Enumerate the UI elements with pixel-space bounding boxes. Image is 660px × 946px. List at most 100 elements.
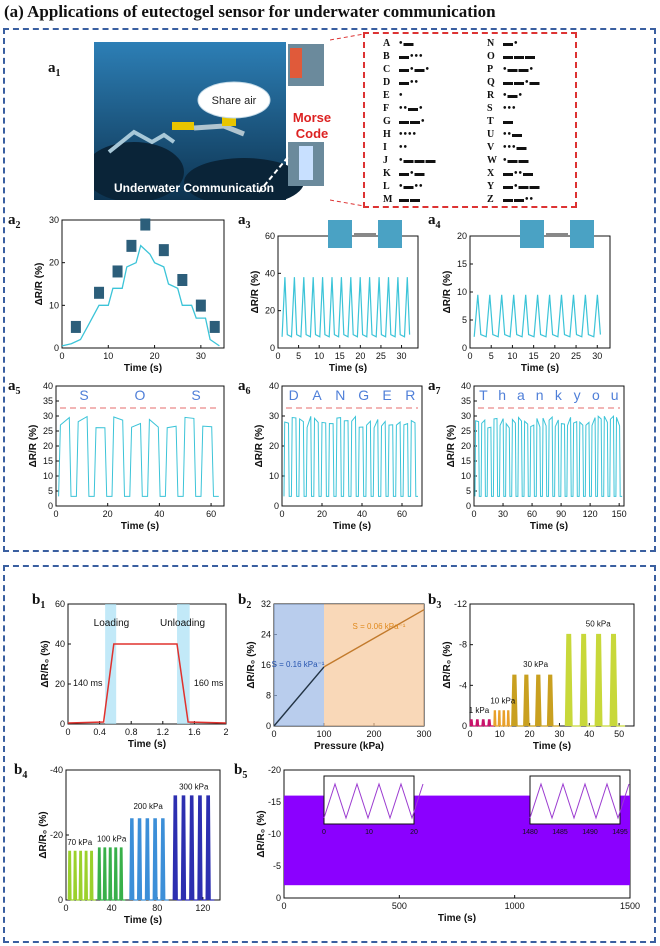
morse-letter: k <box>555 387 563 403</box>
x-tick-label: 0 <box>63 903 68 913</box>
y-tick-label: 20 <box>457 231 467 241</box>
morse-code: ▬ <box>503 116 514 127</box>
x-tick-label: 0 <box>467 729 472 739</box>
y-tick-label: 16 <box>261 660 271 670</box>
morse-letter: Y <box>487 181 503 192</box>
morse-row: K ▬•▬ <box>383 168 426 179</box>
label-a1: a1 <box>48 60 61 79</box>
morse-code: •▬• <box>503 90 523 101</box>
plot-frame <box>56 386 224 506</box>
y-tick-label: 60 <box>55 599 65 609</box>
x-tick-label: 60 <box>527 509 537 519</box>
y-tick-label: 20 <box>55 679 65 689</box>
morse-row: L •▬•• <box>383 181 424 192</box>
y-tick-label: 40 <box>461 381 471 391</box>
x-tick-label: 30 <box>498 509 508 519</box>
morse-code: ▬• <box>503 38 519 49</box>
x-tick-label: 0 <box>59 351 64 361</box>
morse-code: ••• <box>503 103 517 114</box>
hand-photo <box>71 321 81 333</box>
morse-letter: R <box>405 387 415 403</box>
morse-row: E • <box>383 90 404 101</box>
x-tick-label: 200 <box>366 729 381 739</box>
morse-row: G ▬▬• <box>383 116 426 127</box>
morse-letter: O <box>135 387 146 403</box>
x-tick-label: 0 <box>471 509 476 519</box>
x-tick-label: 5 <box>296 351 301 361</box>
pressure-series <box>130 819 169 900</box>
x-tick-label: 1.6 <box>188 727 201 737</box>
morse-letter: M <box>383 194 399 205</box>
morse-letter: I <box>383 142 399 153</box>
morse-letter: K <box>383 168 399 179</box>
morse-letter: Z <box>487 194 503 205</box>
morse-letter: A <box>312 387 322 403</box>
morse-code: ▬▬ <box>399 194 421 205</box>
morse-row: Y ▬•▬▬ <box>487 181 541 192</box>
x-tick-label: 1500 <box>620 901 640 911</box>
underwater-illustration: Share air Underwater Communication Morse… <box>94 42 354 200</box>
y-tick-label: 0 <box>462 721 467 731</box>
y-tick-label: 25 <box>461 426 471 436</box>
y-tick-label: -20 <box>268 765 281 775</box>
x-tick-label: 10 <box>103 351 113 361</box>
x-tick-label: 0 <box>271 729 276 739</box>
x-tick-label: 0 <box>467 351 472 361</box>
y-tick-label: 30 <box>269 411 279 421</box>
y-tick-label: 30 <box>49 215 59 225</box>
morse-letter: u <box>611 387 619 403</box>
x-tick-label: 0 <box>65 727 70 737</box>
morse-code: ▬•▬ <box>399 168 426 179</box>
inset-x-tick: 10 <box>365 829 373 836</box>
morse-letter: E <box>383 90 399 101</box>
x-tick-label: 80 <box>152 903 162 913</box>
x-tick-label: 60 <box>206 509 216 519</box>
morse-code: •••▬ <box>503 142 528 153</box>
x-tick-label: 20 <box>525 729 535 739</box>
morse-row: N ▬• <box>487 38 519 49</box>
x-tick-label: 20 <box>317 509 327 519</box>
x-tick-label: 40 <box>154 509 164 519</box>
x-tick-label: 40 <box>584 729 594 739</box>
morse-row: O ▬▬▬ <box>487 51 536 62</box>
sensitivity-high: S = 0.06 kPa⁻¹ <box>353 622 406 631</box>
y-tick-label: -10 <box>268 829 281 839</box>
y-tick-label: 25 <box>43 426 53 436</box>
pressure-label: 50 kPa <box>586 619 611 628</box>
morse-code: ▬••▬ <box>503 168 534 179</box>
hand-photo <box>196 300 206 312</box>
time-label: 140 ms <box>73 678 103 688</box>
connector-lines <box>330 30 366 210</box>
y-tick-label: 0 <box>462 343 467 353</box>
x-tick-label: 40 <box>357 509 367 519</box>
x-tick-label: 20 <box>355 351 365 361</box>
y-tick-label: 0 <box>60 719 65 729</box>
chart-a4: 0 5 10 15 20 25 3005101520Time (s)ΔR/R (%) <box>428 212 634 380</box>
morse-letter: G <box>383 116 399 127</box>
morse-row: Q ▬▬•▬ <box>487 77 541 88</box>
x-tick-label: 0 <box>275 351 280 361</box>
morse-letter: B <box>383 51 399 62</box>
x-tick-label: 15 <box>335 351 345 361</box>
x-tick-label: 120 <box>583 509 598 519</box>
x-tick-label: 25 <box>376 351 386 361</box>
y-tick-label: 60 <box>265 231 275 241</box>
morse-row: S ••• <box>487 103 517 114</box>
morse-row: T ▬ <box>487 116 514 127</box>
x-axis-label: Time (s) <box>121 521 159 532</box>
y-axis-label: ΔR/R₀ (%) <box>256 810 267 857</box>
morse-label-2: Code <box>296 126 329 141</box>
morse-row: A •▬ <box>383 38 415 49</box>
hand-photo <box>177 274 187 286</box>
pressure-series <box>512 675 560 726</box>
morse-code: •••• <box>399 129 417 140</box>
chart-a6: 0 20 40 60 0 10 20 30 40 Time (s) ΔR/R (%) D A N G E R <box>236 378 432 538</box>
y-tick-label: 40 <box>55 639 65 649</box>
y-tick-label: 0 <box>58 895 63 905</box>
morse-code: ▬▬•▬ <box>503 77 541 88</box>
hand-photo <box>113 265 123 277</box>
y-axis-label: ΔR/R (%) <box>446 425 457 468</box>
morse-letter: E <box>382 387 391 403</box>
y-tick-label: 35 <box>461 396 471 406</box>
y-tick-label: -20 <box>50 830 63 840</box>
